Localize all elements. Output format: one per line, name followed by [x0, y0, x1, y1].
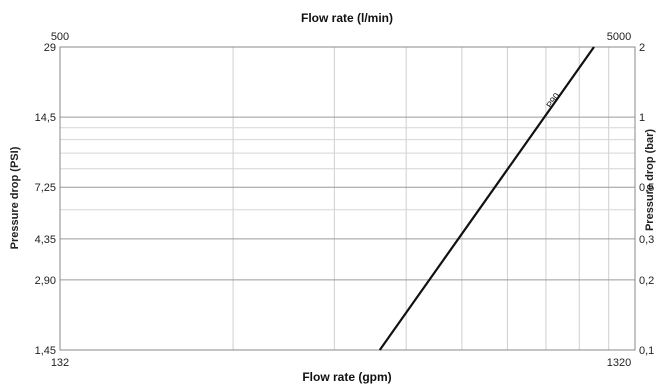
y-tick-left: 29 [44, 42, 56, 54]
series-layer: P90 [378, 46, 595, 351]
chart-title-top: Flow rate (l/min) [301, 11, 393, 25]
y-tick-right: 0,2 [639, 275, 654, 287]
y-tick-left: 7,25 [35, 182, 56, 194]
x-tick-top-500: 500 [51, 31, 69, 43]
y-axis-label-right: Pressure drop (bar) [644, 129, 656, 231]
y-tick-right: 0,5 [639, 182, 654, 194]
y-tick-labels: 1,45 2,90 4,35 7,25 14,5 29 0,1 0,2 0,3 0,5 1 2 [35, 42, 655, 357]
series-line-p90 [378, 46, 595, 351]
y-tick-left: 1,45 [35, 345, 56, 357]
chart-grid [60, 47, 635, 350]
y-tick-right: 0,3 [639, 234, 654, 246]
plot-frame [59, 46, 636, 351]
x-axis-label: Flow rate (gpm) [302, 370, 391, 384]
x-tick-bottom-132: 132 [51, 357, 69, 369]
y-tick-right: 0,1 [639, 345, 654, 357]
x-tick-bottom-1320: 1320 [607, 357, 631, 369]
y-tick-right: 1 [639, 112, 645, 124]
y-tick-left: 2,90 [35, 275, 56, 287]
y-axis-label-left: Pressure drop (PSI) [9, 146, 21, 249]
series-label: P90 [544, 91, 561, 110]
y-tick-right: 2 [639, 42, 645, 54]
x-tick-top-5000: 5000 [607, 31, 631, 43]
y-tick-left: 4,35 [35, 234, 56, 246]
y-tick-left: 14,5 [35, 112, 56, 124]
